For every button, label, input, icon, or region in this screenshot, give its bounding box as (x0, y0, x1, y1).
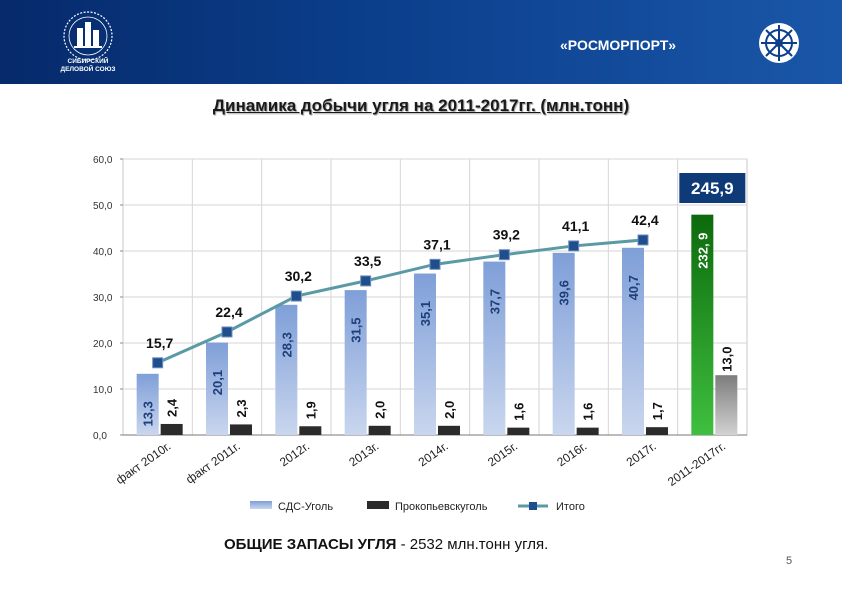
prok-data-label: 2,4 (165, 398, 180, 417)
sds-bar (414, 273, 436, 435)
sds-bar (206, 342, 228, 435)
total-data-label: 30,2 (285, 268, 312, 284)
total-marker (290, 290, 302, 302)
category-label: 2015г. (485, 439, 520, 469)
ytick-label: 60,0 (93, 155, 113, 166)
page-number: 5 (786, 555, 793, 567)
sds-data-label: 31,5 (349, 317, 364, 342)
legend-swatch-prok (367, 501, 389, 509)
prok-data-label: 1,7 (650, 402, 665, 420)
footer-bold: ОБЩИЕ ЗАПАСЫ УГЛЯ (224, 536, 397, 553)
sds-data-label: 40,7 (626, 275, 641, 300)
legend-swatch-sds (250, 501, 272, 509)
total-badge-value: 245,9 (691, 179, 734, 198)
category-label: 2013г. (346, 439, 381, 469)
sds-data-label: 28,3 (279, 332, 294, 357)
total-badge (679, 173, 746, 203)
prok-data-label: 2,3 (234, 399, 249, 417)
prok-data-label: 1,6 (581, 403, 596, 421)
prok-bar (160, 423, 183, 435)
sibirsky-delovoy-soyuz-logo-icon (63, 11, 113, 61)
total-data-label: 39,2 (493, 227, 520, 243)
sds-data-label: 13,3 (141, 401, 156, 426)
total-data-label: 42,4 (631, 212, 658, 228)
ytick-label: 10,0 (93, 385, 113, 396)
company-name: «РОСМОРПОРТ» (560, 37, 677, 53)
prok-bar (576, 427, 599, 435)
footer-rest: - 2532 млн.тонн угля. (396, 536, 549, 553)
ytick-label: 30,0 (93, 293, 113, 304)
prok-data-label: 2,0 (442, 401, 457, 419)
total-data-label: 22,4 (215, 304, 242, 320)
prok-bar (368, 425, 391, 435)
total-data-label: 37,1 (423, 236, 450, 252)
prok-data-label: 2,0 (373, 401, 388, 419)
sds-bar (136, 373, 159, 435)
sds-data-label: 232, 9 (695, 233, 710, 269)
sds-total-bar (691, 214, 714, 435)
total-marker (568, 240, 580, 252)
prok-total-bar (715, 375, 738, 435)
prok-data-label: 1,6 (511, 403, 526, 421)
sds-data-label: 35,1 (418, 301, 433, 326)
prok-bar (299, 426, 322, 435)
sds-bar (552, 252, 575, 435)
chart-title: Динамика добычи угля на 2011-2017гг. (мл… (212, 96, 630, 115)
category-label: факт 2011г. (183, 439, 242, 486)
prok-bar (646, 427, 668, 435)
coal-production-chart: 0,0 10,0 20,0 30,0 40,0 50,0 60,0 13,3 2,4 факт 2… (93, 155, 748, 513)
total-marker (221, 326, 233, 338)
category-label: 2011-2017гг. (665, 439, 728, 489)
legend-label-prok: Прокопьевскуголь (395, 501, 488, 513)
legend-label-total: Итого (556, 501, 585, 513)
sds-data-label: 20,1 (210, 370, 225, 395)
total-marker (360, 275, 372, 287)
category-label: 2014г. (416, 439, 451, 469)
prok-bar (438, 425, 460, 435)
header-banner: СИБИРСКИЙ ДЕЛОВОЙ СОЮЗ «РОСМОРПОРТ» (0, 0, 842, 84)
prok-data-label: 1,9 (303, 401, 318, 419)
ytick-label: 20,0 (93, 339, 113, 350)
sds-bar (344, 290, 367, 435)
footer-reserves-note: ОБЩИЕ ЗАПАСЫ УГЛЯ - 2532 млн.тонн угля. (224, 536, 548, 553)
anchor-wheel-emblem-icon (759, 23, 799, 63)
total-data-label: 33,5 (354, 253, 381, 269)
ytick-label: 50,0 (93, 201, 113, 212)
category-label: факт 2010г. (113, 439, 173, 487)
legend-label-sds: СДС-Уголь (278, 501, 333, 513)
prok-bar (507, 427, 530, 435)
prok-bar (230, 424, 252, 435)
sds-data-label: 39,6 (557, 280, 572, 305)
total-data-label: 41,1 (562, 218, 589, 234)
legend-swatch-total-marker (529, 502, 537, 510)
prok-data-label: 13,0 (719, 347, 734, 372)
sds-data-label: 37,7 (487, 289, 502, 314)
ytick-label: 40,0 (93, 247, 113, 258)
total-marker (152, 357, 164, 369)
total-marker (429, 258, 441, 270)
sds-bar (622, 247, 644, 435)
sds-bar (483, 261, 506, 435)
category-label: 2016г. (554, 439, 589, 469)
total-marker (498, 249, 510, 261)
logo-line-2: ДЕЛОВОЙ СОЮЗ (60, 66, 116, 73)
total-data-label: 15,7 (146, 335, 173, 351)
category-label: 2012г. (277, 439, 312, 469)
logo-line-1: СИБИРСКИЙ (67, 58, 109, 65)
total-line (157, 238, 644, 365)
sds-bar (275, 304, 298, 435)
category-label: 2017г. (624, 439, 659, 469)
total-marker (637, 234, 649, 246)
ytick-label: 0,0 (93, 431, 107, 442)
